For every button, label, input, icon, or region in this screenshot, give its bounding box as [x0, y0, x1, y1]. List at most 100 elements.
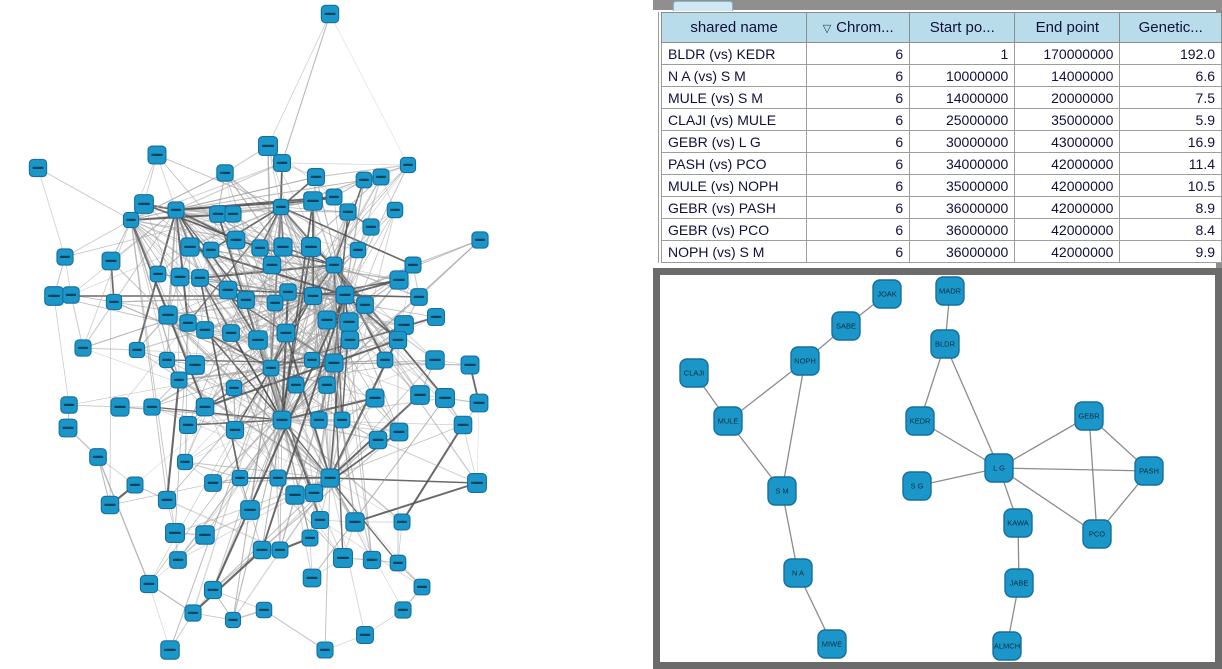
network-edge[interactable] — [212, 295, 314, 591]
network-node[interactable] — [110, 397, 130, 417]
network-edge[interactable] — [281, 396, 376, 422]
network-node[interactable] — [100, 495, 120, 515]
network-edge[interactable] — [280, 291, 290, 421]
network-edge[interactable] — [281, 264, 335, 421]
network-node[interactable] — [435, 388, 455, 408]
table-cell-end-point[interactable]: 43000000 — [1014, 130, 1121, 153]
network-edge[interactable] — [184, 264, 273, 463]
network-edge[interactable] — [167, 289, 229, 316]
network-edge[interactable] — [97, 456, 150, 585]
table-cell-start-point[interactable]: 25000000 — [909, 108, 1016, 131]
network-node[interactable] — [225, 379, 243, 397]
network-edge[interactable] — [184, 419, 283, 463]
table-cell-genetic[interactable]: 5.9 — [1119, 108, 1222, 131]
network-node-NA[interactable]: N A — [783, 558, 813, 588]
table-cell-shared-name[interactable]: PASH (vs) PCO — [660, 152, 808, 175]
network-node[interactable] — [273, 237, 293, 257]
network-edge[interactable] — [261, 394, 421, 551]
network-edge[interactable] — [210, 249, 283, 421]
network-edge[interactable] — [70, 206, 282, 296]
network-node[interactable] — [388, 330, 408, 350]
network-node[interactable] — [394, 601, 412, 619]
network-edge[interactable] — [329, 397, 376, 479]
table-cell-start-point[interactable]: 34000000 — [909, 152, 1016, 175]
network-edge[interactable] — [148, 384, 297, 585]
network-edge[interactable] — [233, 359, 436, 389]
network-edge[interactable] — [270, 367, 343, 421]
network-edge[interactable] — [184, 362, 335, 463]
table-cell-start-point[interactable]: 14000000 — [909, 86, 1016, 109]
table-cell-chromosome[interactable]: 6 — [806, 108, 911, 131]
network-node[interactable] — [410, 288, 428, 306]
table-cell-shared-name[interactable]: GEBR (vs) PCO — [660, 218, 808, 241]
network-edge[interactable] — [234, 206, 282, 431]
network-edge[interactable] — [311, 397, 446, 579]
network-edge[interactable] — [312, 211, 349, 297]
network-node[interactable] — [399, 156, 417, 174]
network-edge[interactable] — [281, 419, 403, 523]
network-edge[interactable] — [271, 264, 283, 421]
network-edge[interactable] — [341, 419, 400, 433]
network-node-ALMCH[interactable]: ALMCH — [992, 631, 1022, 661]
network-node-SM[interactable]: S M — [767, 476, 797, 506]
network-edge[interactable] — [212, 294, 346, 591]
table-cell-end-point[interactable]: 20000000 — [1014, 86, 1121, 109]
network-node[interactable] — [304, 483, 324, 503]
network-edge[interactable] — [143, 203, 189, 324]
network-node[interactable] — [356, 626, 374, 644]
network-node[interactable] — [157, 490, 177, 510]
network-node[interactable] — [195, 525, 215, 545]
network-node[interactable] — [389, 270, 409, 290]
network-node-SG[interactable]: S G — [902, 471, 932, 501]
network-edge[interactable] — [281, 246, 312, 421]
network-node-PASH[interactable]: PASH — [1134, 456, 1164, 486]
network-node[interactable] — [176, 453, 194, 471]
network-edge[interactable] — [257, 164, 409, 341]
table-cell-shared-name[interactable]: GEBR (vs) PASH — [660, 196, 808, 219]
network-node[interactable] — [160, 640, 180, 660]
network-edge[interactable] — [130, 162, 283, 221]
network-edge[interactable] — [210, 206, 282, 251]
network-edge[interactable] — [175, 162, 283, 211]
table-cell-genetic[interactable]: 192.0 — [1119, 42, 1222, 65]
network-node[interactable] — [164, 522, 186, 544]
network-edge[interactable] — [274, 164, 409, 304]
table-cell-shared-name[interactable]: BLDR (vs) KEDR — [660, 42, 808, 65]
network-edge[interactable] — [315, 164, 409, 178]
network-node[interactable] — [262, 255, 282, 275]
network-node[interactable] — [339, 312, 359, 332]
network-edge[interactable] — [329, 477, 404, 611]
network-node[interactable] — [128, 341, 146, 359]
network-edge[interactable] — [270, 294, 346, 369]
network-node[interactable] — [169, 551, 187, 569]
network-edge[interactable] — [232, 213, 314, 297]
column-header-shared-name[interactable]: shared name — [660, 12, 808, 43]
network-edge[interactable] — [194, 249, 212, 366]
table-cell-chromosome[interactable]: 6 — [806, 42, 911, 65]
network-node[interactable] — [316, 641, 334, 659]
network-node[interactable] — [122, 211, 140, 229]
network-edge[interactable] — [295, 294, 346, 386]
network-node[interactable] — [60, 396, 78, 414]
network-edge[interactable] — [130, 219, 168, 361]
network-edge[interactable] — [130, 219, 181, 278]
network-node[interactable] — [303, 351, 321, 369]
network-edge[interactable] — [245, 299, 283, 421]
table-cell-end-point[interactable]: 42000000 — [1014, 240, 1121, 263]
table-cell-start-point[interactable]: 1 — [909, 42, 1016, 65]
table-row[interactable]: MULE (vs) S M 6 14000000 20000000 7.5 — [660, 86, 1222, 109]
table-row[interactable]: BLDR (vs) KEDR 6 1 170000000 192.0 — [660, 42, 1222, 65]
network-node[interactable] — [368, 430, 388, 450]
network-node[interactable] — [362, 218, 380, 236]
network-node-BLDR[interactable]: BLDR — [930, 329, 960, 359]
network-edge[interactable] — [194, 294, 346, 366]
network-edge[interactable] — [344, 264, 414, 296]
network-node[interactable] — [320, 4, 340, 24]
network-edge[interactable] — [82, 347, 138, 351]
network-node[interactable] — [413, 578, 431, 596]
network-node[interactable] — [28, 158, 48, 178]
network-edge[interactable] — [271, 264, 399, 341]
network-node[interactable] — [365, 388, 385, 408]
table-cell-shared-name[interactable]: NOPH (vs) S M — [660, 240, 808, 263]
network-edge[interactable] — [329, 13, 409, 166]
